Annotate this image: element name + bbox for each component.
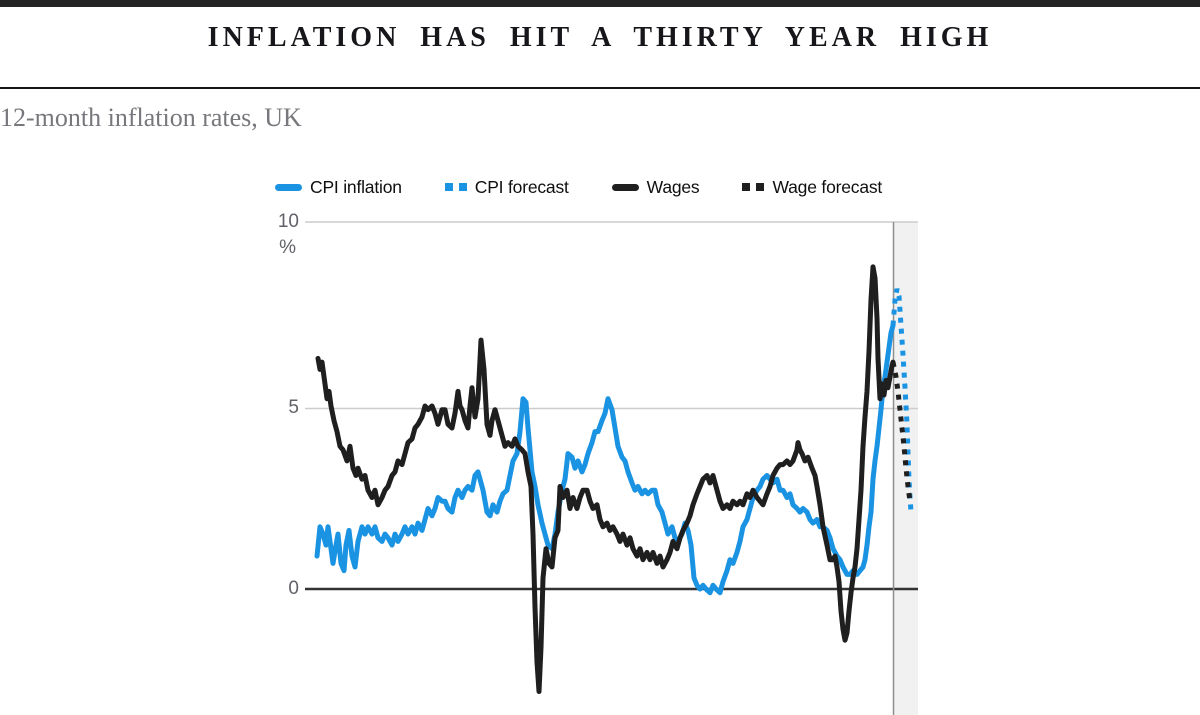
title-divider (0, 87, 1200, 89)
cpi-forecast-dash-icon (444, 183, 467, 191)
legend-item-wages: Wages (611, 176, 700, 198)
wages-line-icon (611, 183, 639, 191)
forecast-band (894, 222, 918, 715)
wage-forecast-line (890, 361, 913, 502)
series-group (314, 264, 914, 694)
legend-item-cpi-forecast: CPI forecast (444, 176, 569, 198)
legend-label-wages: Wages (646, 176, 700, 197)
y-axis-unit-percent: % (279, 237, 296, 258)
legend-item-cpi-inflation: CPI inflation (275, 177, 402, 198)
legend-label-cpi-forecast: CPI forecast (474, 176, 569, 197)
page-title: INFLATION HAS HIT A THIRTY YEAR HIGH (207, 22, 993, 53)
cpi-inflation-line (314, 323, 896, 596)
legend-item-wage-forecast: Wage forecast (742, 177, 882, 198)
legend-label-wage-forecast: Wage forecast (772, 176, 883, 197)
y-axis-label-5: 5 (288, 397, 299, 418)
y-axis-label-0: 0 (288, 578, 299, 599)
top-bar (0, 0, 1200, 7)
cpi-inflation-line-icon (275, 183, 302, 191)
y-axis-label-10: 10 (277, 211, 299, 232)
wages-line (315, 264, 896, 694)
cpi-forecast-line (890, 288, 914, 513)
wage-forecast-dash-icon (742, 183, 765, 191)
legend-label-cpi-inflation: CPI inflation (310, 176, 402, 197)
chart-legend: CPI inflation CPI forecast Wages Wage fo… (275, 175, 882, 199)
chart-subtitle: 12-month inflation rates, UK (0, 103, 302, 132)
